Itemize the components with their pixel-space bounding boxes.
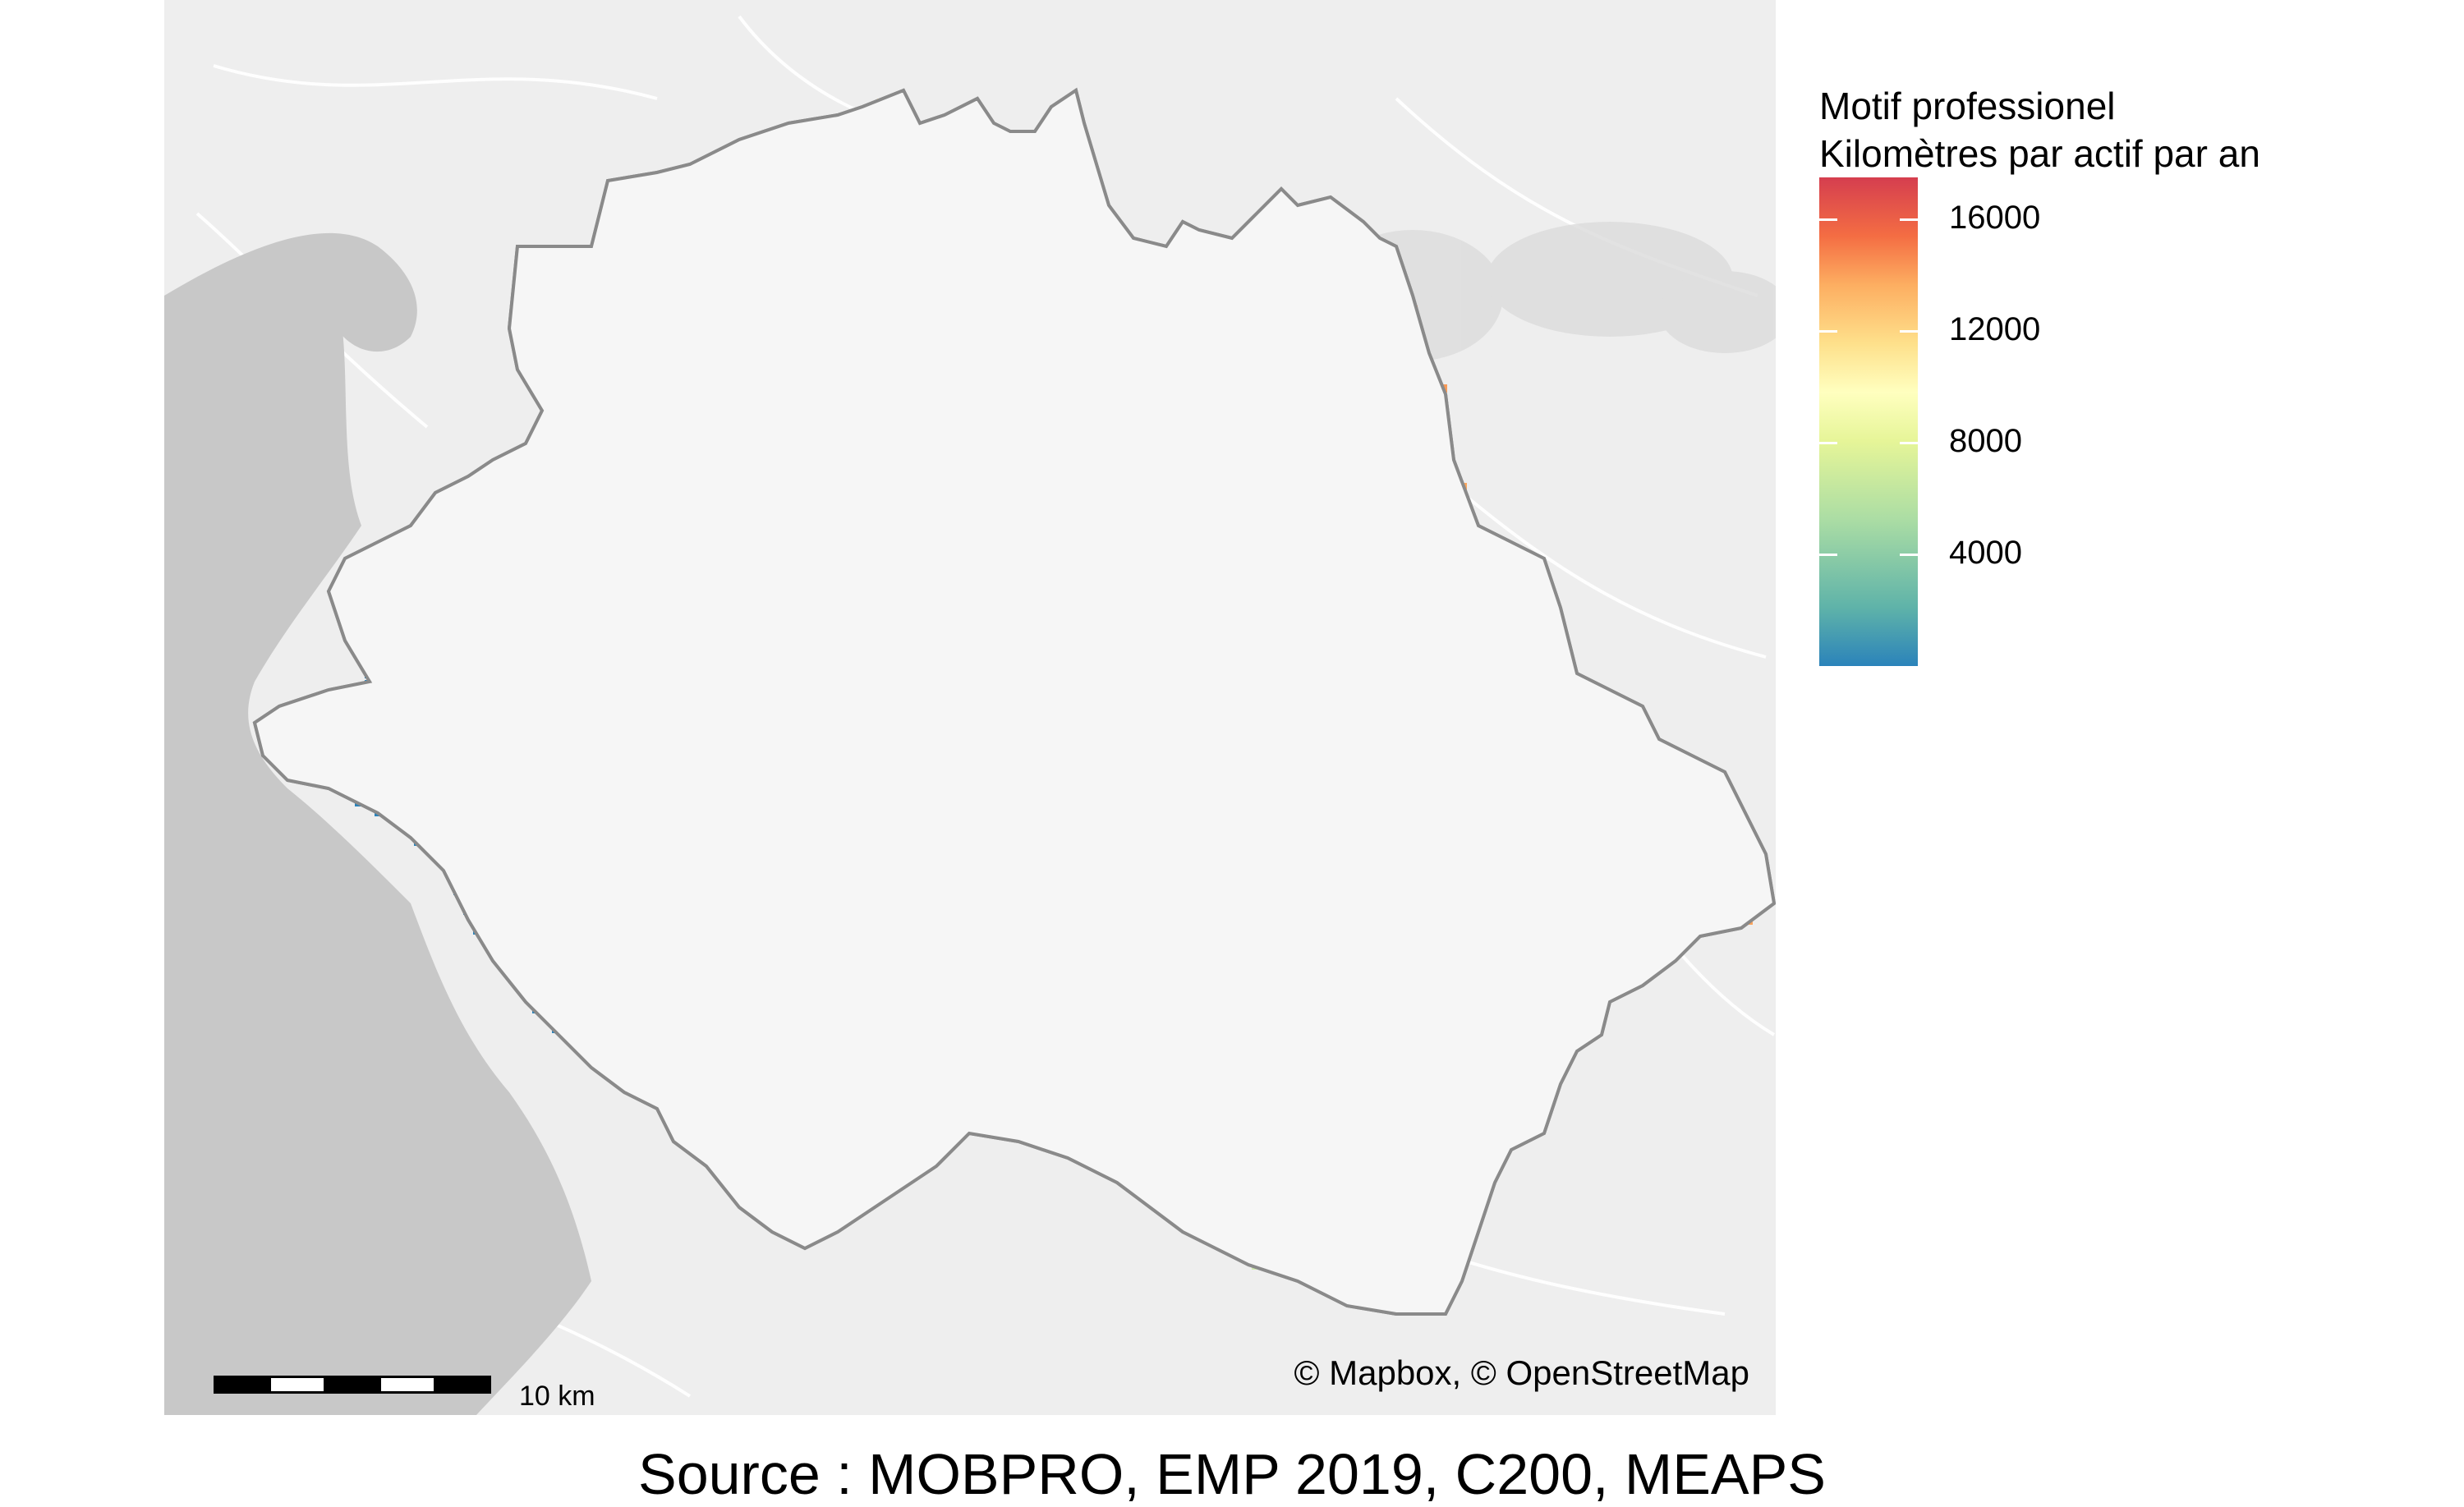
legend-tick-label: 8000 xyxy=(1949,423,2022,459)
legend-tick-label: 12000 xyxy=(1949,311,2041,347)
scale-segment xyxy=(324,1376,381,1394)
legend-tick-label: 16000 xyxy=(1949,200,2041,236)
legend-tick-mark xyxy=(1819,554,1837,556)
map-panel[interactable]: 10 km © Mapbox, © OpenStreetMap xyxy=(164,0,1776,1415)
legend-tick-mark xyxy=(1819,218,1837,221)
legend-title-line2: Kilomètres par actif par an xyxy=(1819,132,2260,175)
estuary-water-inlet xyxy=(164,232,417,352)
source-caption: Source : MOBPRO, EMP 2019, C200, MEAPS xyxy=(638,1442,1826,1506)
legend-title-line1: Motif professionel xyxy=(1819,85,2116,127)
estuary-water xyxy=(164,280,591,1415)
legend-tick-mark xyxy=(1819,330,1837,333)
map-attribution: © Mapbox, © OpenStreetMap xyxy=(1294,1353,1750,1392)
legend-tick-mark xyxy=(1900,442,1918,444)
legend-tick-mark xyxy=(1819,442,1837,444)
scale-segment xyxy=(434,1376,491,1394)
scale-segment xyxy=(269,1376,326,1394)
legend-tick-mark xyxy=(1900,330,1918,333)
legend-body: 16000 12000 8000 4000 xyxy=(1819,177,2443,670)
legend-tick-label: 4000 xyxy=(1949,535,2022,571)
legend: Motif professionel Kilomètres par actif … xyxy=(1819,82,2443,670)
legend-colorbar xyxy=(1819,177,1918,666)
scale-segment xyxy=(214,1376,271,1394)
scale-segment xyxy=(379,1376,436,1394)
legend-tick-mark xyxy=(1900,218,1918,221)
map-canvas[interactable] xyxy=(164,0,1776,1415)
scale-label: 10 km xyxy=(519,1381,595,1412)
legend-tick-mark xyxy=(1900,554,1918,556)
